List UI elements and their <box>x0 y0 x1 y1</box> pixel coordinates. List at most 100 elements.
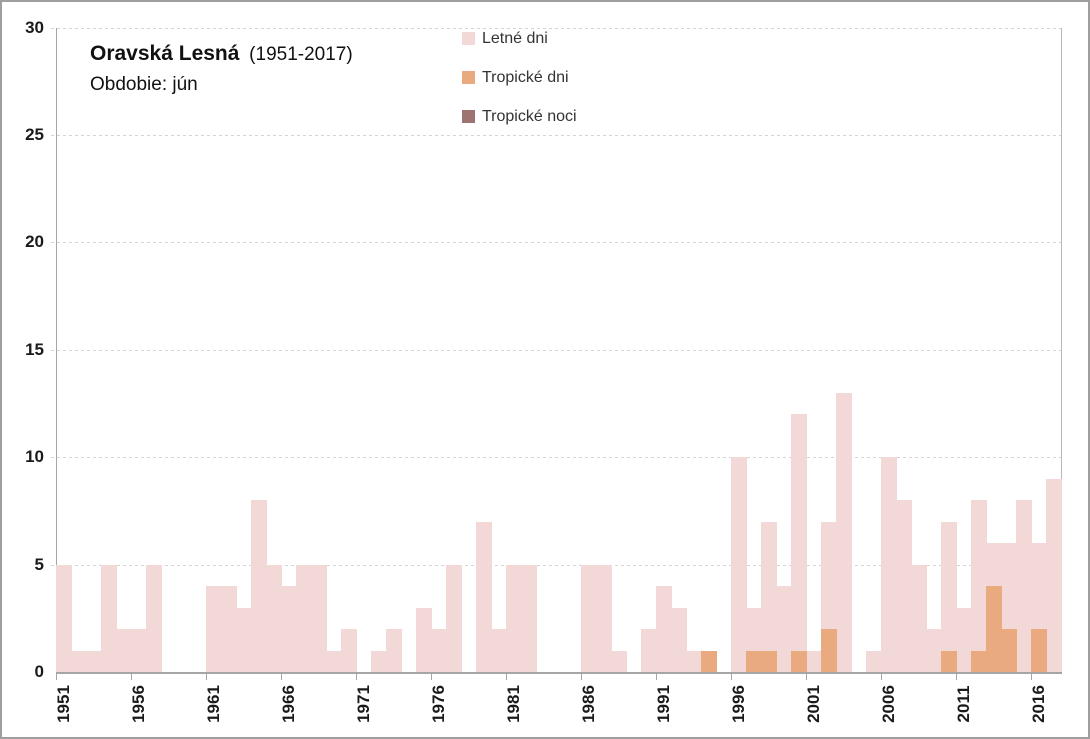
bar-letn-dni-1987 <box>596 564 612 672</box>
x-tick-1996 <box>731 672 732 680</box>
bar-letn-dni-1951 <box>56 564 72 672</box>
bar-letn-dni-2003 <box>836 392 852 672</box>
bar-letn-dni-1996 <box>731 457 747 672</box>
bar-letn-dni-1954 <box>101 564 117 672</box>
station-name: Oravská Lesná <box>90 42 240 65</box>
legend-item-tropick-noci: Tropické noci <box>462 107 577 125</box>
chart-title-block: Oravská Lesná (1951-2017) Obdobie: jún <box>90 42 353 96</box>
legend-label: Tropické noci <box>482 107 577 125</box>
chart-legend: Letné dni Tropické dni Tropické noci <box>462 29 577 149</box>
bar-tropick-dni-1997 <box>746 650 762 672</box>
bar-tropick-dni-2014 <box>1001 629 1017 672</box>
bar-tropick-dni-2013 <box>986 586 1002 672</box>
bar-letn-dni-2005 <box>866 650 882 672</box>
x-axis-label-1951: 1951 <box>53 685 73 723</box>
bar-letn-dni-2010 <box>941 521 957 672</box>
y-axis-label-20: 20 <box>25 232 44 252</box>
bar-letn-dni-1990 <box>641 629 657 672</box>
chart-title: Oravská Lesná (1951-2017) <box>90 42 353 66</box>
bar-tropick-dni-2000 <box>791 650 807 672</box>
bar-letn-dni-1964 <box>251 500 267 672</box>
bar-letn-dni-1993 <box>686 650 702 672</box>
bar-letn-dni-2011 <box>956 607 972 672</box>
bar-letn-dni-1980 <box>491 629 507 672</box>
x-tick-2001 <box>806 672 807 680</box>
bar-tropick-dni-1994 <box>701 650 717 672</box>
x-axis-label-1976: 1976 <box>428 685 448 723</box>
x-tick-2006 <box>881 672 882 680</box>
bar-tropick-dni-2002 <box>821 629 837 672</box>
bar-letn-dni-2009 <box>926 629 942 672</box>
bar-letn-dni-1970 <box>341 629 357 672</box>
bar-letn-dni-1961 <box>206 586 222 672</box>
x-tick-1976 <box>431 672 432 680</box>
x-axis-label-1956: 1956 <box>128 685 148 723</box>
x-tick-1991 <box>656 672 657 680</box>
gridline-30 <box>51 27 1061 29</box>
bar-letn-dni-2006 <box>881 457 897 672</box>
x-axis-label-1996: 1996 <box>728 685 748 723</box>
y-axis-line <box>56 27 57 672</box>
legend-swatch-icon <box>462 32 475 45</box>
bar-letn-dni-1973 <box>386 629 402 672</box>
x-tick-1971 <box>356 672 357 680</box>
bar-letn-dni-1953 <box>86 650 102 672</box>
bar-letn-dni-1991 <box>656 586 672 672</box>
bar-letn-dni-1999 <box>776 586 792 672</box>
legend-label: Letné dni <box>482 29 548 47</box>
x-tick-1966 <box>281 672 282 680</box>
x-tick-1986 <box>581 672 582 680</box>
bar-letn-dni-1988 <box>611 650 627 672</box>
bar-letn-dni-2007 <box>896 500 912 672</box>
legend-item-letn-dni: Letné dni <box>462 29 577 47</box>
x-axis-label-2006: 2006 <box>878 685 898 723</box>
bar-letn-dni-1979 <box>476 521 492 672</box>
bar-letn-dni-1967 <box>296 564 312 672</box>
bar-letn-dni-1956 <box>131 629 147 672</box>
bar-letn-dni-2017 <box>1046 478 1062 672</box>
x-axis-label-1991: 1991 <box>653 685 673 723</box>
y-axis-label-5: 5 <box>34 554 44 574</box>
bar-tropick-dni-1998 <box>761 650 777 672</box>
bar-letn-dni-1968 <box>311 564 327 672</box>
bar-letn-dni-1962 <box>221 586 237 672</box>
x-tick-1956 <box>131 672 132 680</box>
title-range-text: (1951-2017) <box>249 44 353 65</box>
bar-letn-dni-2012 <box>971 500 987 672</box>
bar-letn-dni-2008 <box>911 564 927 672</box>
x-axis-label-1961: 1961 <box>203 685 223 723</box>
x-tick-1961 <box>206 672 207 680</box>
bar-letn-dni-1975 <box>416 607 432 672</box>
gridline-20 <box>51 242 1061 244</box>
y-axis-label-25: 25 <box>25 125 44 144</box>
bar-letn-dni-1957 <box>146 564 162 672</box>
gridline-25 <box>51 135 1061 136</box>
y-axis-label-10: 10 <box>25 447 44 467</box>
bar-letn-dni-1976 <box>431 629 447 672</box>
bar-letn-dni-1981 <box>506 564 522 672</box>
legend-item-tropick-dni: Tropické dni <box>462 68 577 86</box>
bar-letn-dni-1972 <box>371 650 387 672</box>
legend-label: Tropické dni <box>482 68 569 86</box>
bar-letn-dni-1965 <box>266 564 282 672</box>
bar-letn-dni-1998 <box>761 521 777 672</box>
y-axis-label-15: 15 <box>25 339 44 359</box>
x-axis-label-2011: 2011 <box>953 685 973 723</box>
gridline-15 <box>51 349 1061 351</box>
x-axis-label-1971: 1971 <box>353 685 373 723</box>
x-tick-1981 <box>506 672 507 680</box>
x-axis-label-1966: 1966 <box>278 685 298 723</box>
bar-letn-dni-1977 <box>446 564 462 672</box>
bar-tropick-dni-2012 <box>971 650 987 672</box>
legend-swatch-icon <box>462 110 475 123</box>
bar-letn-dni-2015 <box>1016 500 1032 672</box>
x-axis-line <box>56 672 1062 674</box>
gridline-5 <box>51 564 1061 566</box>
plot-right-border <box>1061 27 1062 672</box>
bar-letn-dni-1969 <box>326 650 342 672</box>
bar-letn-dni-1992 <box>671 607 687 672</box>
gridline-10 <box>51 457 1061 459</box>
x-tick-2011 <box>956 672 957 680</box>
bar-letn-dni-2001 <box>806 650 822 672</box>
